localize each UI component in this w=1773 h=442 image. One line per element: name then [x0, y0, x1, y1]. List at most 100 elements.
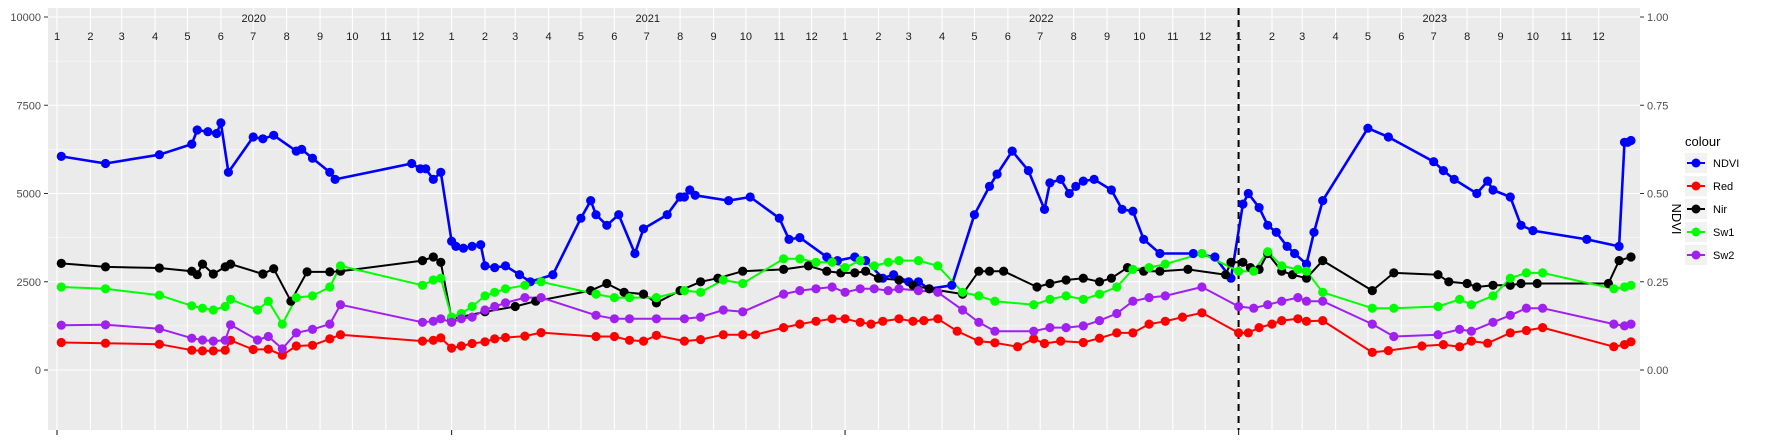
point-sw1 — [1263, 247, 1273, 257]
point-nir — [974, 266, 984, 276]
point-ndvi — [187, 139, 197, 149]
month-label: 9 — [710, 31, 716, 43]
point-red — [1301, 316, 1312, 326]
point-ndvi — [614, 210, 624, 220]
point-ndvi — [969, 210, 980, 220]
point-sw2 — [779, 289, 789, 299]
point-nir — [638, 289, 649, 299]
point-sw1 — [1609, 284, 1619, 294]
point-sw2 — [1277, 296, 1287, 306]
point-sw2 — [894, 284, 904, 294]
point-sw2 — [1538, 303, 1548, 313]
point-red — [187, 345, 197, 355]
point-ndvi — [947, 280, 957, 290]
month-label: 12 — [1199, 31, 1211, 43]
point-sw1 — [1029, 300, 1039, 310]
month-label: 4 — [939, 31, 945, 43]
point-ndvi — [330, 174, 340, 184]
point-red — [335, 330, 346, 340]
point-red — [609, 331, 620, 342]
month-label: 11 — [774, 31, 785, 43]
point-ndvi — [192, 125, 202, 135]
point-nir — [1078, 273, 1088, 283]
point-nir — [602, 278, 612, 289]
point-nir — [258, 269, 268, 279]
point-ndvi — [1139, 234, 1149, 244]
point-red — [1609, 342, 1619, 352]
month-label: 12 — [412, 31, 424, 43]
point-sw1 — [1466, 300, 1476, 310]
point-nir — [1505, 280, 1515, 290]
point-sw1 — [208, 305, 218, 315]
right-axis-title: NDVI — [1669, 203, 1684, 234]
y2-tick-label: 0.50 — [1647, 189, 1668, 201]
month-label: 10 — [740, 31, 752, 43]
point-sw2 — [811, 284, 821, 294]
point-red — [1277, 316, 1287, 326]
point-nir — [1318, 256, 1328, 266]
point-sw2 — [990, 326, 1000, 336]
point-ndvi — [745, 192, 755, 202]
point-sw1 — [467, 301, 477, 312]
point-ndvi — [1089, 174, 1099, 184]
point-red — [795, 319, 805, 329]
legend: colour NDVI Red Nir Sw1 Sw2 — [1685, 134, 1739, 265]
point-red — [738, 330, 748, 340]
point-ndvi — [984, 181, 995, 191]
point-red — [263, 344, 273, 354]
point-red — [1177, 312, 1188, 322]
month-label: 3 — [906, 31, 912, 43]
point-nir — [1238, 257, 1248, 267]
point-red — [1094, 333, 1105, 343]
point-ndvi — [1438, 166, 1448, 176]
point-ndvi — [56, 151, 66, 161]
point-sw2 — [1433, 330, 1443, 340]
point-sw1 — [1094, 289, 1105, 299]
month-label: 7 — [250, 31, 256, 43]
point-ndvi — [216, 118, 226, 128]
point-ndvi — [586, 196, 596, 206]
point-nir — [1155, 266, 1165, 276]
point-sw2 — [869, 284, 879, 294]
point-ndvi — [269, 130, 279, 140]
point-sw2 — [718, 305, 728, 315]
point-sw1 — [913, 256, 924, 266]
point-red — [624, 335, 635, 345]
point-ndvi — [212, 128, 222, 139]
point-nir — [1367, 286, 1377, 296]
point-ndvi — [1301, 259, 1312, 269]
point-sw2 — [696, 312, 706, 322]
point-red — [467, 338, 477, 349]
point-red — [500, 332, 511, 343]
point-sw2 — [1144, 293, 1154, 303]
point-sw2 — [1029, 326, 1039, 336]
point-sw1 — [226, 294, 236, 304]
month-label: 9 — [1497, 31, 1503, 43]
point-nir — [510, 301, 520, 312]
point-red — [1197, 308, 1207, 318]
month-label: 10 — [346, 31, 358, 43]
point-ndvi — [1117, 204, 1127, 214]
month-label: 7 — [644, 31, 650, 43]
point-nir — [197, 259, 208, 269]
point-nir — [1045, 278, 1055, 289]
legend-key-point-sw2 — [1691, 250, 1701, 260]
point-ndvi — [1023, 166, 1033, 176]
point-sw1 — [1367, 303, 1377, 313]
point-nir — [803, 261, 814, 271]
point-ndvi — [458, 243, 468, 253]
point-red — [56, 337, 66, 348]
point-nir — [1061, 275, 1071, 285]
point-red — [1112, 328, 1122, 338]
point-ndvi — [1271, 227, 1281, 237]
month-label: 11 — [1561, 31, 1572, 43]
point-sw1 — [536, 277, 546, 287]
point-nir — [1444, 277, 1454, 287]
point-sw1 — [738, 278, 748, 289]
point-red — [1293, 314, 1303, 324]
year-label: 2020 — [242, 13, 266, 25]
point-red — [1466, 336, 1476, 346]
point-nir — [325, 267, 335, 277]
point-ndvi — [1007, 146, 1017, 156]
point-red — [1144, 319, 1154, 329]
